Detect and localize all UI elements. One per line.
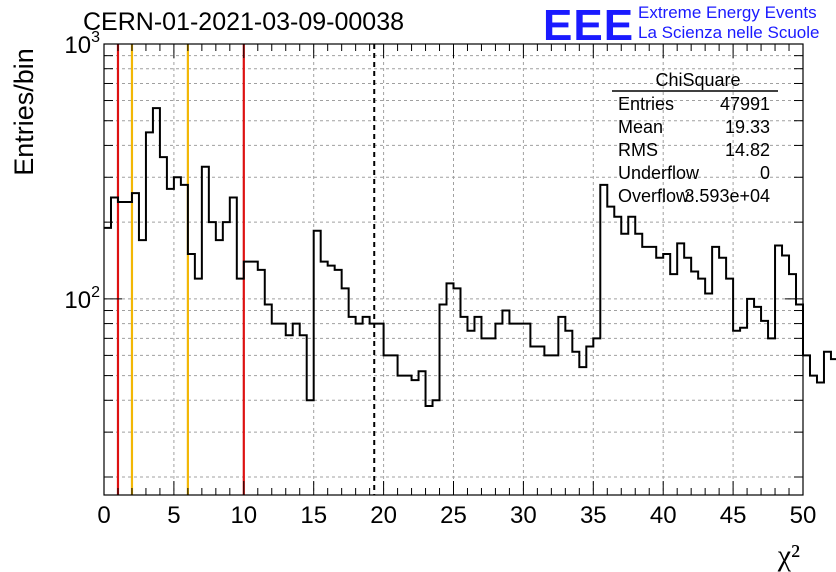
- x-tick-label: 20: [370, 502, 397, 529]
- x-tick-label: 35: [580, 502, 607, 529]
- grid-lines: [104, 44, 803, 495]
- x-tick-label: 0: [97, 502, 110, 529]
- x-tick-label: 15: [300, 502, 327, 529]
- x-tick-label: 40: [650, 502, 677, 529]
- stats-row-label: Overflow: [618, 186, 690, 206]
- eee-logo: EEE: [543, 1, 635, 50]
- axes: 0 5 10 15 20 25 30 35 40 45 50 103 102: [64, 29, 816, 529]
- y-tick-label: 102: [64, 284, 100, 314]
- stats-row-label: Underflow: [618, 163, 700, 183]
- x-tick-label: 30: [510, 502, 537, 529]
- x-axis-label: χ²: [777, 539, 800, 572]
- stats-row-value: 3.593e+04: [684, 186, 770, 206]
- histogram-series: [104, 107, 836, 407]
- stats-row-value: 47991: [720, 94, 770, 114]
- y-tick-label: 103: [64, 29, 100, 59]
- stats-row-label: Mean: [618, 117, 663, 137]
- x-tick-label: 10: [230, 502, 257, 529]
- x-tick-label: 25: [440, 502, 467, 529]
- reference-lines: [116, 44, 376, 495]
- stats-box: ChiSquare Entries 47991 Mean 19.33 RMS 14.82 Un…: [612, 70, 778, 206]
- y-axis-label: Entries/bin: [9, 48, 39, 176]
- brand-line-1: Extreme Energy Events: [638, 3, 817, 22]
- stats-row-value: 14.82: [725, 140, 770, 160]
- x-tick-label: 50: [790, 502, 817, 529]
- plot-title: CERN-01-2021-03-09-00038: [83, 8, 405, 36]
- stats-row-value: 0: [760, 163, 770, 183]
- brand-line-2: La Scienza nelle Scuole: [638, 23, 820, 42]
- stats-row-label: Entries: [618, 94, 674, 114]
- stats-row-value: 19.33: [725, 117, 770, 137]
- stats-row-label: RMS: [618, 140, 658, 160]
- stats-title: ChiSquare: [655, 70, 740, 90]
- x-tick-label: 45: [720, 502, 747, 529]
- x-tick-label: 5: [167, 502, 180, 529]
